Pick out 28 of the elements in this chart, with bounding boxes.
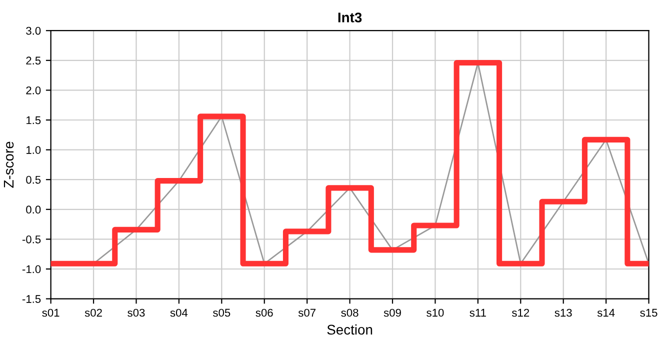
x-tick-label: s02 (84, 308, 102, 317)
x-axis-title: Section (327, 324, 372, 335)
x-tick-label: s12 (512, 308, 530, 317)
x-tick-label: s10 (426, 308, 444, 317)
x-tick-label: s03 (128, 308, 145, 317)
x-tick-label: s05 (213, 308, 230, 317)
chart-title: Int3 (338, 12, 362, 22)
x-tick-label: s09 (384, 308, 401, 317)
x-tick-label: s15 (640, 308, 658, 317)
y-tick-label: 0.5 (26, 176, 41, 184)
x-tick-label: s07 (298, 308, 316, 317)
y-tick-label: -1.0 (22, 265, 41, 274)
x-tick-label: s06 (256, 308, 273, 317)
x-tick-label: s14 (597, 308, 615, 317)
y-tick-label: 1.0 (26, 146, 41, 154)
x-tick-label: s08 (341, 308, 358, 317)
y-tick-label: 0.0 (26, 206, 41, 214)
y-tick-label: -1.5 (22, 295, 41, 303)
x-tick-label: s13 (554, 308, 572, 317)
y-tick-label: -0.5 (22, 235, 41, 244)
y-tick-label: 2.5 (26, 56, 41, 65)
y-axis-title: Z-score (4, 142, 14, 188)
x-tick-label: s01 (42, 308, 60, 317)
x-tick-label: s11 (470, 308, 486, 317)
y-tick-label: 2.0 (26, 86, 41, 94)
x-tick-label: s04 (170, 308, 188, 317)
y-tick-label: 3.0 (26, 26, 41, 35)
y-tick-label: 1.5 (26, 116, 41, 124)
